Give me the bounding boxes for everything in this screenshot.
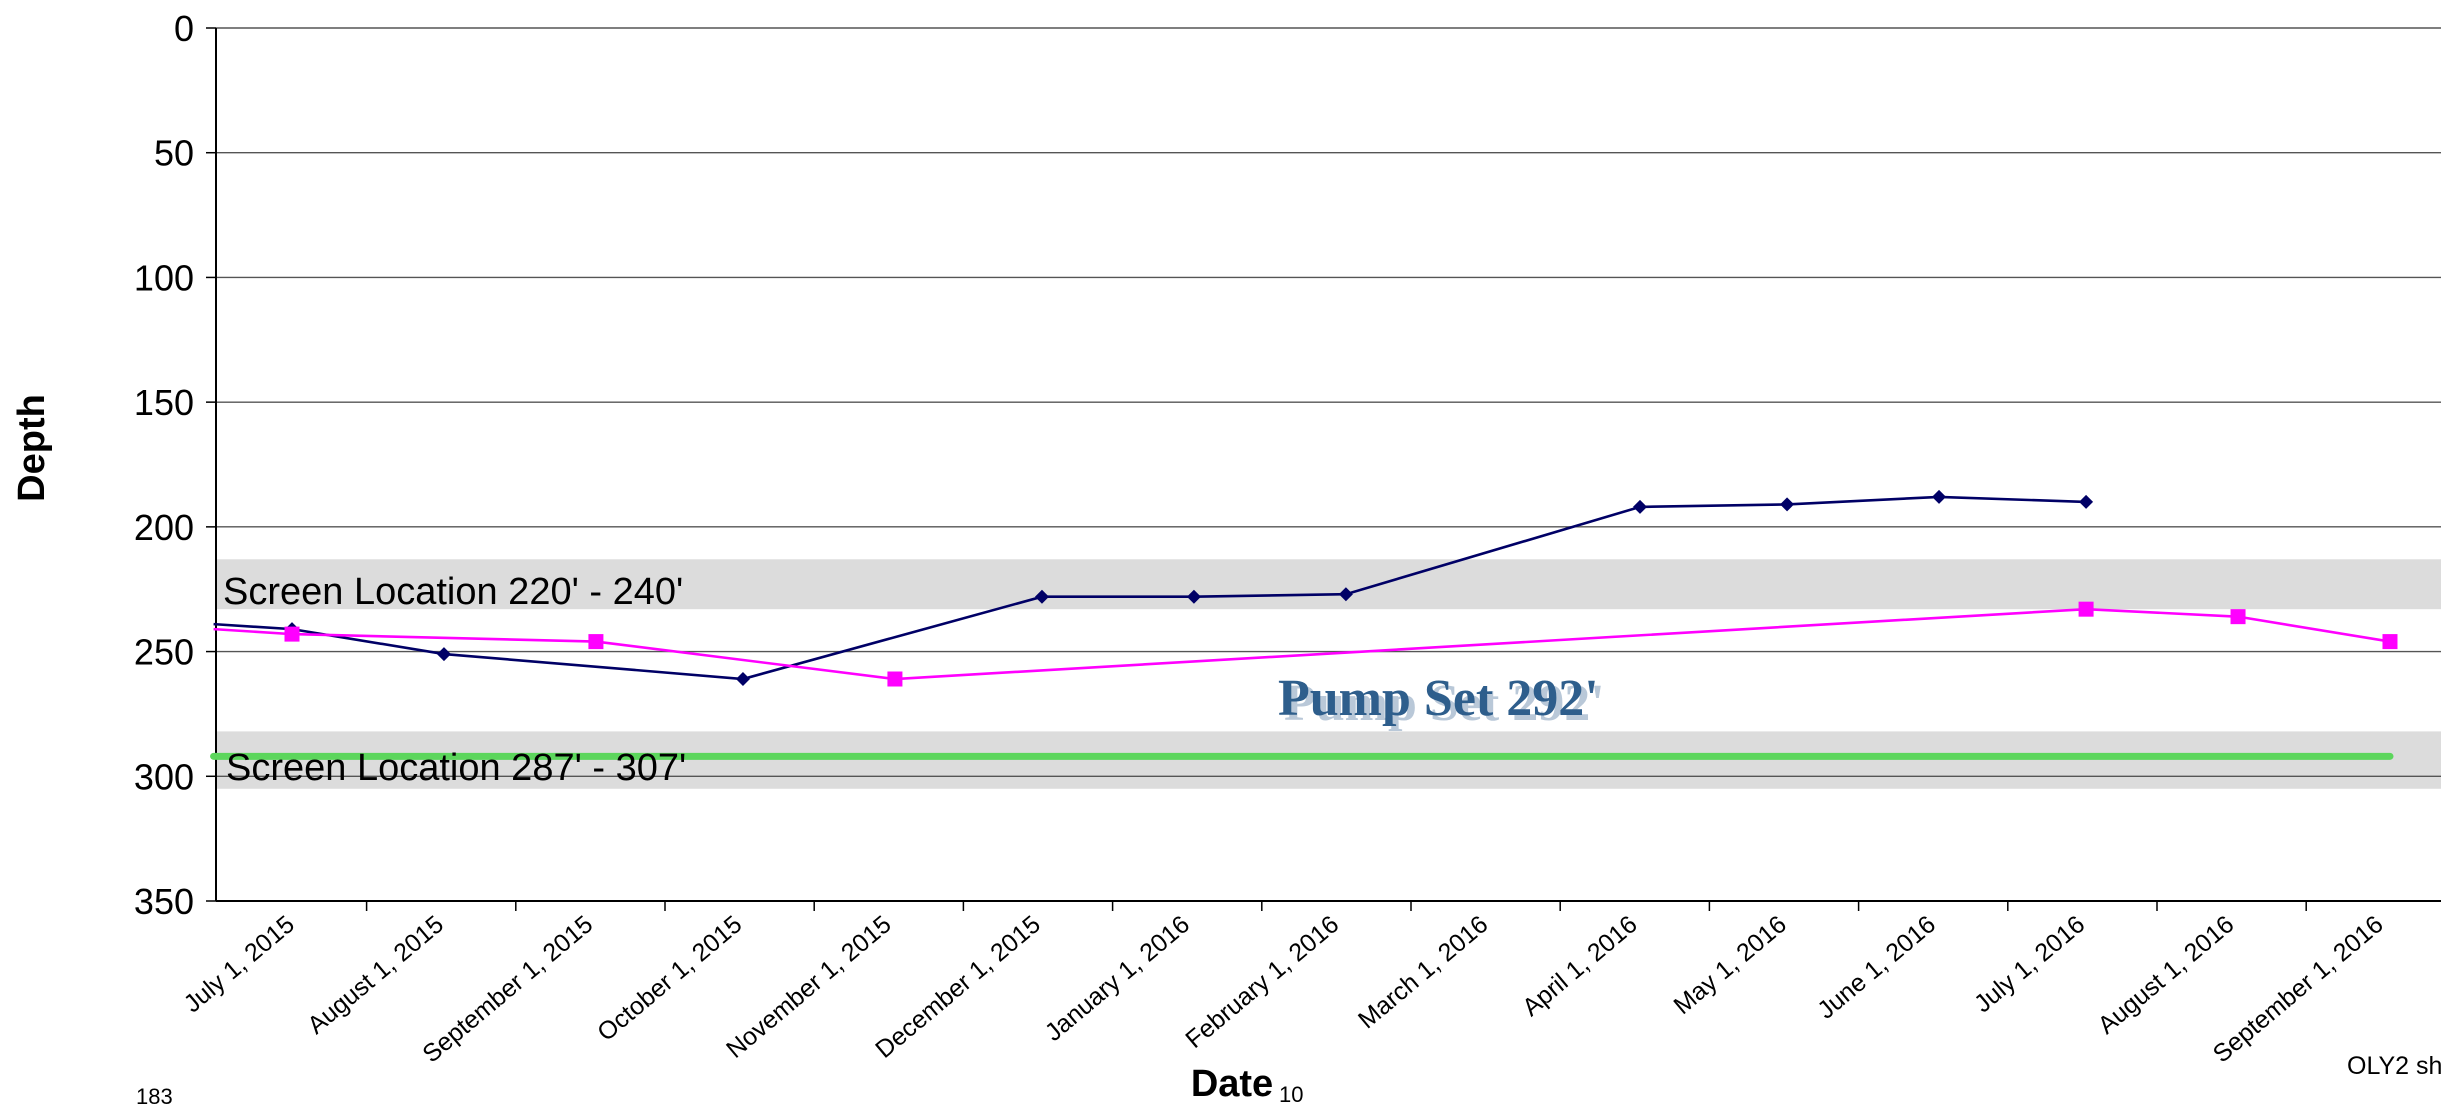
screen-band-2 (216, 731, 2441, 789)
chart-labels: Screen Location 220' - 240' Screen Locati… (223, 571, 1605, 789)
y-tick-label-100: 100 (134, 257, 194, 298)
x-tick-label-8: February 1, 2016 (1180, 910, 1344, 1054)
data-series (213, 489, 2398, 687)
y-tick-label-200: 200 (134, 507, 194, 548)
series-1-point-11 (2079, 494, 2094, 509)
series-1-point-3 (436, 647, 451, 662)
x-tick-label-2: August 1, 2015 (302, 910, 449, 1040)
x-tick-label-5: November 1, 2015 (721, 910, 897, 1064)
series-2-point-3 (588, 634, 604, 650)
pump-set-label: Pump Set 292' (1278, 670, 1599, 727)
footer-sheet-name: OLY2 sh (2347, 1052, 2441, 1080)
y-axis-title: Depth (11, 394, 53, 502)
x-tick-label-6: December 1, 2015 (870, 910, 1046, 1064)
x-axis-title-suffix: 10 (1279, 1082, 1303, 1104)
x-tick-label-12: June 1, 2016 (1812, 910, 1941, 1024)
screen-band-1 (216, 559, 2441, 610)
x-tick-label-10: April 1, 2016 (1517, 910, 1643, 1022)
x-tick-label-13: July 1, 2016 (1969, 910, 2090, 1018)
series-2-point-2 (284, 626, 300, 642)
x-axis-title: Date (1191, 1063, 1273, 1104)
series-2-point-6 (2230, 609, 2246, 625)
series-1-point-7 (1338, 587, 1353, 602)
band-label-2: Screen Location 287' - 307' (226, 747, 686, 789)
x-tick-label-9: March 1, 2016 (1353, 910, 1493, 1034)
series-2-line (213, 607, 2391, 681)
x-tick-label-4: October 1, 2015 (592, 910, 747, 1047)
series-1-point-9 (1780, 497, 1795, 512)
screen-bands (216, 559, 2441, 789)
y-tick-label-350: 350 (134, 881, 194, 922)
band-label-1: Screen Location 220' - 240' (223, 571, 683, 613)
y-tick-label-150: 150 (134, 382, 194, 423)
series-1-point-4 (735, 672, 750, 687)
series-2-point-7 (2382, 634, 2398, 650)
y-tick-label-250: 250 (134, 632, 194, 673)
series-2-point-4 (887, 671, 903, 687)
footer-page-number: 183 (136, 1084, 173, 1104)
series-1-point-5 (1034, 589, 1049, 604)
y-tick-label-50: 50 (154, 133, 194, 174)
series-1-point-6 (1186, 589, 1201, 604)
y-tick-label-0: 0 (174, 8, 194, 49)
x-tick-label-11: May 1, 2016 (1668, 910, 1791, 1020)
series-1-point-8 (1633, 499, 1648, 514)
series-1-point-10 (1932, 489, 1947, 504)
y-tick-label-300: 300 (134, 756, 194, 797)
x-tick-label-7: January 1, 2016 (1040, 910, 1195, 1047)
x-tick-label-14: August 1, 2016 (2093, 910, 2240, 1040)
pump-set-label-shadow: Pump Set 292' (1284, 675, 1605, 732)
x-tick-label-1: July 1, 2015 (179, 910, 300, 1018)
series-2-point-5 (2078, 601, 2094, 617)
